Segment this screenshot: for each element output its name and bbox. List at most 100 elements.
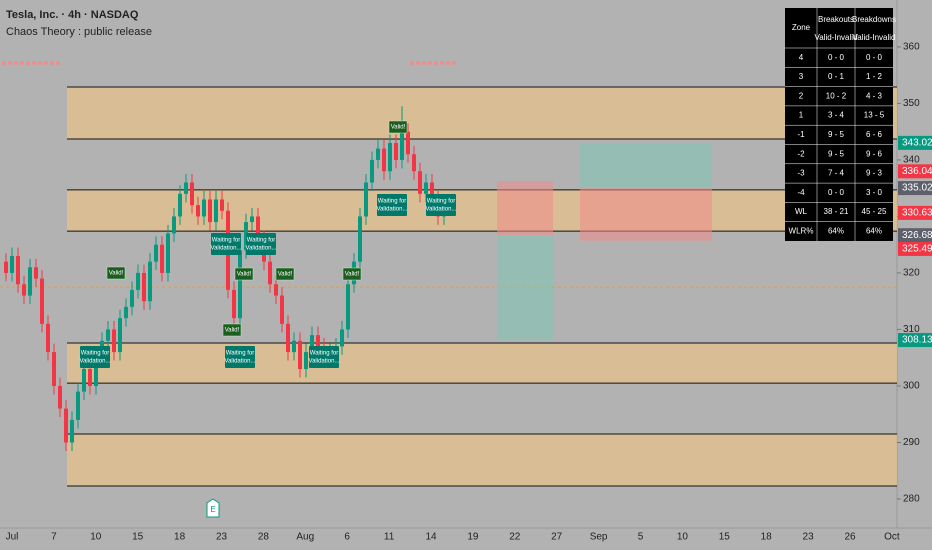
target-zone bbox=[497, 235, 553, 341]
price-tag: 308.13 bbox=[902, 335, 932, 346]
waiting-label-box bbox=[309, 346, 339, 368]
waiting-label: Validation... bbox=[225, 359, 256, 365]
price-tag-box bbox=[898, 241, 932, 256]
stop-zone bbox=[497, 181, 553, 236]
candle-body bbox=[160, 244, 164, 273]
candle-body bbox=[346, 284, 350, 330]
valid-label: Valid! bbox=[391, 125, 406, 131]
dot bbox=[416, 61, 420, 65]
price-tag-box bbox=[898, 205, 932, 220]
candle-body bbox=[52, 352, 56, 386]
x-tick-label: 6 bbox=[344, 532, 350, 543]
event-icon: E bbox=[206, 498, 220, 518]
table-cell: 45 - 25 bbox=[862, 207, 887, 216]
price-tag: 330.63 bbox=[902, 208, 932, 219]
table-cell: -1 bbox=[797, 130, 805, 139]
candle-body bbox=[142, 272, 146, 302]
x-tick-label: 23 bbox=[216, 532, 228, 543]
x-tick-label: 22 bbox=[509, 532, 521, 543]
waiting-label-box bbox=[246, 233, 276, 255]
candle-body bbox=[412, 154, 416, 172]
candle-body bbox=[268, 261, 272, 285]
table-cell: 64% bbox=[828, 226, 844, 235]
candle-body bbox=[136, 272, 140, 290]
y-tick-label: 340 bbox=[903, 155, 920, 166]
candle-body bbox=[94, 357, 98, 386]
table-cell: -3 bbox=[797, 169, 805, 178]
valid-label-box bbox=[342, 267, 362, 281]
candle-body bbox=[166, 233, 170, 273]
candle-body bbox=[40, 278, 44, 324]
table-subheader: Valid-Invalid bbox=[815, 33, 858, 42]
x-tick-label: Sep bbox=[590, 532, 608, 543]
table-cell: WLR% bbox=[789, 226, 814, 235]
x-tick-label: Oct bbox=[884, 532, 900, 543]
y-tick-label: 320 bbox=[903, 268, 920, 279]
y-tick-label: 280 bbox=[903, 494, 920, 505]
candle-body bbox=[214, 199, 218, 223]
candle-body bbox=[118, 318, 122, 353]
waiting-label: Waiting for bbox=[310, 351, 338, 357]
table-cell: 64% bbox=[866, 226, 882, 235]
candle-body bbox=[202, 199, 206, 217]
table-cell: 4 bbox=[799, 53, 804, 62]
waiting-label: Waiting for bbox=[226, 351, 254, 357]
valid-label: Valid! bbox=[278, 272, 293, 278]
x-tick-label: 7 bbox=[51, 532, 57, 543]
candle-body bbox=[304, 352, 308, 370]
candle-body bbox=[172, 216, 176, 234]
waiting-label-box bbox=[80, 346, 110, 368]
x-tick-label: 23 bbox=[803, 532, 815, 543]
table-cell: 2 bbox=[799, 91, 804, 100]
candle-body bbox=[364, 182, 368, 217]
table-cell: 0 - 1 bbox=[828, 72, 845, 81]
table-cell: -2 bbox=[797, 149, 805, 158]
table-cell: 0 - 0 bbox=[866, 53, 883, 62]
table-header: Breakdowns bbox=[852, 15, 896, 24]
candle-body bbox=[76, 391, 80, 420]
table-cell: 3 bbox=[799, 72, 804, 81]
dot bbox=[38, 61, 42, 65]
candle-body bbox=[382, 148, 386, 172]
table-cell: WL bbox=[795, 207, 808, 216]
dot bbox=[410, 61, 414, 65]
candle-body bbox=[10, 256, 14, 273]
candle-body bbox=[184, 182, 188, 194]
dot bbox=[434, 61, 438, 65]
table-cell: 38 - 21 bbox=[824, 207, 849, 216]
candle-body bbox=[418, 171, 422, 194]
valid-label: Valid! bbox=[345, 272, 360, 278]
chart-subtitle: Chaos Theory : public release bbox=[6, 26, 152, 38]
target-zone bbox=[580, 142, 712, 189]
waiting-label: Validation... bbox=[377, 207, 408, 213]
x-tick-label: 18 bbox=[761, 532, 773, 543]
price-tag: 343.02 bbox=[902, 138, 932, 149]
x-tick-label: 19 bbox=[467, 532, 479, 543]
x-tick-label: Aug bbox=[296, 532, 314, 543]
candle-body bbox=[88, 369, 92, 386]
waiting-label: Waiting for bbox=[247, 238, 275, 244]
dot bbox=[14, 61, 18, 65]
candle-body bbox=[22, 284, 26, 296]
candle-body bbox=[340, 329, 344, 347]
candle-body bbox=[256, 216, 260, 240]
x-tick-label: 5 bbox=[638, 532, 644, 543]
valid-label-box bbox=[222, 323, 242, 337]
price-tag-box bbox=[898, 135, 932, 150]
table-cell: 6 - 6 bbox=[866, 130, 883, 139]
candle-body bbox=[70, 419, 74, 443]
price-tag-box bbox=[898, 164, 932, 179]
table-header: Breakouts bbox=[818, 15, 854, 24]
table-bg bbox=[785, 8, 893, 241]
candle-body bbox=[208, 199, 212, 223]
candle-body bbox=[292, 340, 296, 353]
price-tag: 336.04 bbox=[902, 166, 932, 177]
candle-body bbox=[82, 369, 86, 392]
waiting-label-box bbox=[377, 194, 407, 216]
candle-body bbox=[112, 329, 116, 353]
dot bbox=[32, 61, 36, 65]
candle-body bbox=[370, 159, 374, 183]
table-cell: -4 bbox=[797, 188, 805, 197]
candle-body bbox=[424, 182, 428, 194]
